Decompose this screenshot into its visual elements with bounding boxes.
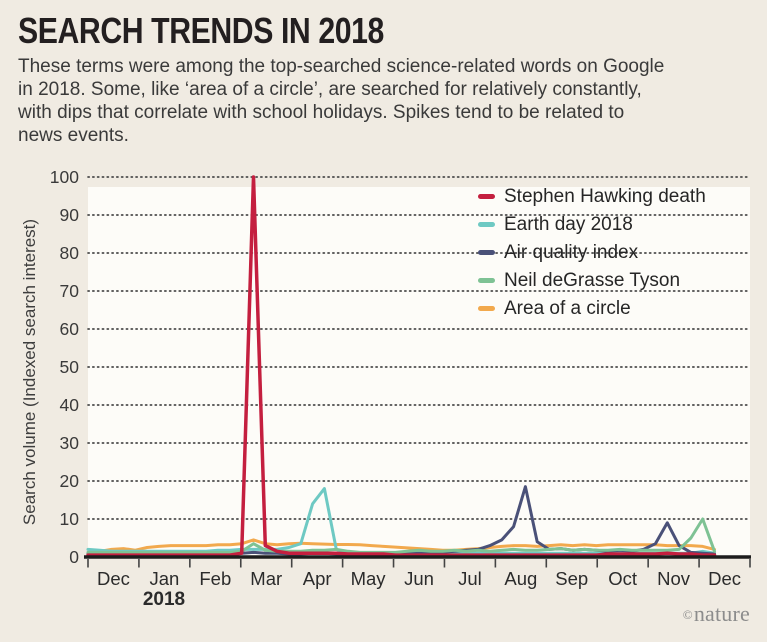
x-tick-label-jul-7: Jul xyxy=(458,568,482,589)
chart-description: These terms were among the top-searched … xyxy=(18,56,665,146)
y-tick-label: 90 xyxy=(60,205,80,225)
series-line-neil-degrasse-tyson xyxy=(86,517,716,554)
y-tick-label: 30 xyxy=(60,433,80,453)
legend-swatch-icon xyxy=(478,194,495,199)
x-tick-label-nov-11: Nov xyxy=(657,568,691,589)
x-tick-label-sep-9: Sep xyxy=(555,568,588,589)
legend-label: Area of a circle xyxy=(504,297,631,319)
legend-item-stephen-hawking-death: Stephen Hawking death xyxy=(478,186,706,207)
x-axis-year-label: 2018 xyxy=(142,589,186,610)
line-chart: 0 10 20 30 40 50 60 70 80 90 100 Dec Jan Feb Mar Apr May… xyxy=(50,167,751,589)
legend-item-area-of-a-circle: Area of a circle xyxy=(478,298,706,319)
x-tick-label-may-5: May xyxy=(351,568,387,589)
y-tick-label: 50 xyxy=(60,357,80,377)
legend-swatch-icon xyxy=(478,250,495,255)
y-tick-label: 0 xyxy=(69,547,79,567)
nature-logo: ©nature xyxy=(683,601,750,627)
legend-label: Stephen Hawking death xyxy=(504,185,706,207)
page-title: SEARCH TRENDS IN 2018 xyxy=(18,10,384,51)
x-tick-label-aug-8: Aug xyxy=(504,568,537,589)
legend-swatch-icon xyxy=(478,278,495,283)
y-tick-label: 70 xyxy=(60,281,80,301)
x-tick-label-feb-2: Feb xyxy=(199,568,231,589)
x-tick-label-dec-0: Dec xyxy=(97,568,130,589)
y-tick-label: 10 xyxy=(60,509,80,529)
plot-panel xyxy=(88,187,750,557)
legend-label: Earth day 2018 xyxy=(504,213,633,235)
legend-label: Air quality index xyxy=(504,241,639,263)
nature-logo-text: nature xyxy=(693,601,750,626)
chart-legend: Stephen Hawking death Earth day 2018 Air q… xyxy=(478,186,706,319)
legend-swatch-icon xyxy=(478,306,495,311)
legend-item-neil-degrasse-tyson: Neil deGrasse Tyson xyxy=(478,270,706,291)
legend-swatch-icon xyxy=(478,222,495,227)
series-line-stephen-hawking-death xyxy=(86,175,717,557)
series-line-area-of-a-circle xyxy=(86,538,716,555)
x-tick-label-apr-4: Apr xyxy=(303,568,332,589)
legend-item-earth-day-2018: Earth day 2018 xyxy=(478,214,706,235)
y-tick-label: 20 xyxy=(60,471,80,491)
legend-label: Neil deGrasse Tyson xyxy=(504,269,681,291)
x-tick-label-mar-3: Mar xyxy=(250,568,282,589)
y-tick-label: 40 xyxy=(60,395,80,415)
x-tick-label-oct-10: Oct xyxy=(608,568,637,589)
copyright-icon: © xyxy=(682,607,693,622)
legend-item-air-quality-index: Air quality index xyxy=(478,242,706,263)
x-tick-label-jan-1: Jan xyxy=(149,568,179,589)
y-tick-label: 100 xyxy=(50,167,79,187)
y-tick-label: 80 xyxy=(60,243,80,263)
x-tick-label-jun-6: Jun xyxy=(404,568,434,589)
x-tick-label-dec-12: Dec xyxy=(708,568,741,589)
y-tick-label: 60 xyxy=(60,319,80,339)
